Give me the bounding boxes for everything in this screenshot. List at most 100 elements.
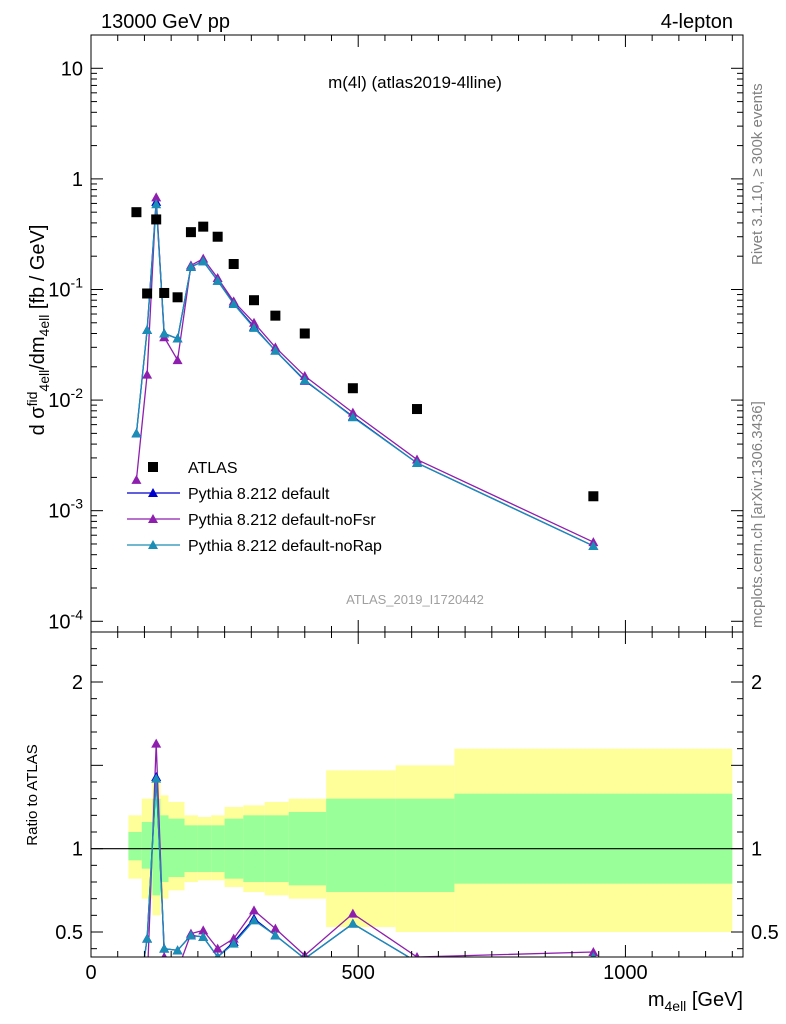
mc-point-2 — [151, 192, 162, 202]
ratio-point-2 — [270, 930, 281, 940]
main-y-tick-label: 10-4 — [48, 606, 83, 633]
x-tick-label: 0 — [85, 962, 96, 984]
ratio-point-2 — [131, 1009, 141, 1018]
atlas-data-point — [151, 214, 162, 225]
ratio-point-2 — [412, 957, 422, 966]
main-y-tick-label: 1 — [72, 169, 83, 191]
legend-marker — [148, 488, 158, 497]
main-y-axis-label: d σfid4ell/dm4ell [fb / GeV] — [24, 225, 52, 436]
uncertainty-band-inner — [141, 822, 153, 869]
ratio-y-tick-label: 2 — [72, 672, 83, 694]
ratio-point-2 — [151, 773, 162, 783]
mc-point-3 — [412, 457, 422, 467]
main-y-tick-label: 10-2 — [48, 385, 83, 412]
ratio-y-tick-label-right: 1 — [751, 839, 762, 861]
atlas-data-point — [588, 491, 599, 502]
atlas-data-point — [228, 259, 239, 270]
ratio-point-1 — [414, 952, 420, 957]
ratio-point-2 — [249, 915, 259, 925]
uncertainty-band-inner — [168, 818, 185, 877]
ratio-point-2 — [142, 933, 153, 943]
mc-point-3 — [228, 298, 239, 308]
legend-marker — [148, 514, 158, 523]
atlas-data-point — [212, 231, 223, 242]
ratio-point-2 — [347, 918, 358, 928]
legend-marker-atlas — [148, 462, 158, 472]
main-y-tick-label: 10-3 — [48, 496, 83, 523]
uncertainty-band-inner — [326, 798, 396, 892]
analysis-id-watermark: ATLAS_2019_I1720442 — [346, 592, 484, 607]
ratio-y-tick-label-right: 2 — [751, 672, 762, 694]
ratio-point-1 — [270, 923, 281, 933]
mc-point-3 — [212, 275, 223, 285]
mc-point-3 — [198, 256, 209, 266]
x-tick-label: 500 — [342, 962, 375, 984]
rivet-version-label: Rivet 3.1.10, ≥ 300k events — [749, 83, 766, 265]
atlas-data-point — [249, 295, 259, 306]
mc-point-2 — [172, 355, 183, 365]
mc-point-3 — [151, 199, 162, 209]
ratio-y-tick-label: 0.5 — [55, 922, 83, 944]
ratio-plot-panel: 0.5 0.5 1 1 2 2 0 500 1000 Ratio to ATLAS m4ell … — [24, 631, 779, 1019]
mc-point-3 — [185, 261, 196, 271]
legend-entry-label: Pythia 8.212 default-noFsr — [188, 512, 376, 529]
atlas-data-point — [412, 404, 422, 415]
uncertainty-band-inner — [395, 798, 455, 892]
ratio-point-1 — [228, 933, 239, 943]
ratio-point-1 — [151, 738, 162, 748]
main-plot-title: m(4l) (atlas2019-4lline) — [328, 73, 502, 92]
ratio-point-1 — [588, 947, 599, 956]
mc-point-3 — [588, 540, 599, 550]
ratio-point-1 — [173, 965, 183, 974]
ratio-point-1 — [131, 1010, 141, 1019]
main-y-tick-label: 10 — [61, 58, 83, 80]
ratio-point-0 — [131, 1009, 141, 1018]
header-energy-label: 13000 GeV pp — [101, 11, 230, 33]
atlas-data-point — [198, 221, 209, 232]
mc-point-2 — [249, 317, 259, 327]
mc-point-3 — [142, 325, 153, 335]
x-axis-label: m4ell [GeV] — [648, 989, 743, 1014]
mc-point-3 — [172, 333, 183, 343]
uncertainty-band-inner — [152, 798, 161, 896]
uncertainty-band-inner — [128, 832, 142, 861]
ratio-y-axis-label: Ratio to ATLAS — [24, 744, 41, 845]
mc-point-3 — [299, 374, 310, 384]
mc-point-3 — [131, 428, 142, 438]
uncertainty-band-inner — [454, 793, 733, 884]
ratio-point-2 — [159, 943, 170, 953]
mc-point-2 — [142, 369, 153, 379]
ratio-y-tick-label: 1 — [72, 839, 83, 861]
atlas-data-point — [347, 383, 358, 394]
ratio-point-2 — [214, 952, 221, 957]
mc-point-3 — [249, 322, 259, 332]
x-tick-label: 1000 — [603, 962, 648, 984]
legend-marker — [148, 540, 158, 549]
ratio-point-2 — [185, 930, 196, 940]
atlas-data-point — [172, 292, 183, 303]
ratio-point-1 — [212, 943, 223, 953]
ratio-point-2 — [172, 945, 183, 955]
legend-entry-label: Pythia 8.212 default-noRap — [188, 538, 382, 555]
ratio-plot-frame — [90, 631, 744, 958]
atlas-data-point — [131, 207, 142, 218]
main-plot-panel: 10-4 10-3 10-2 10-1 1 10 m(4l) (atlas2019-4ll… — [24, 34, 744, 633]
atlas-data-point — [159, 287, 170, 298]
ratio-point-2 — [590, 952, 597, 957]
ratio-point-1 — [249, 905, 259, 915]
legend-entry-label: Pythia 8.212 default — [188, 486, 330, 503]
ratio-point-1 — [198, 925, 209, 935]
header-channel-label: 4-lepton — [661, 11, 733, 33]
legend-entry-label: ATLAS — [188, 460, 238, 477]
mcplots-reference-label: mcplots.cern.ch [arXiv:1306.3436] — [749, 401, 766, 628]
ratio-point-1 — [347, 908, 358, 918]
main-y-tick-label: 10-1 — [48, 274, 83, 301]
ratio-point-1 — [142, 980, 152, 989]
legend: ATLAS Pythia 8.212 default Pythia 8.212 de… — [127, 460, 382, 555]
ratio-point-1 — [161, 952, 167, 957]
mc-point-3 — [347, 412, 358, 422]
atlas-data-point — [142, 288, 153, 299]
ratio-point-2 — [228, 938, 239, 948]
mc-point-3 — [270, 345, 281, 355]
